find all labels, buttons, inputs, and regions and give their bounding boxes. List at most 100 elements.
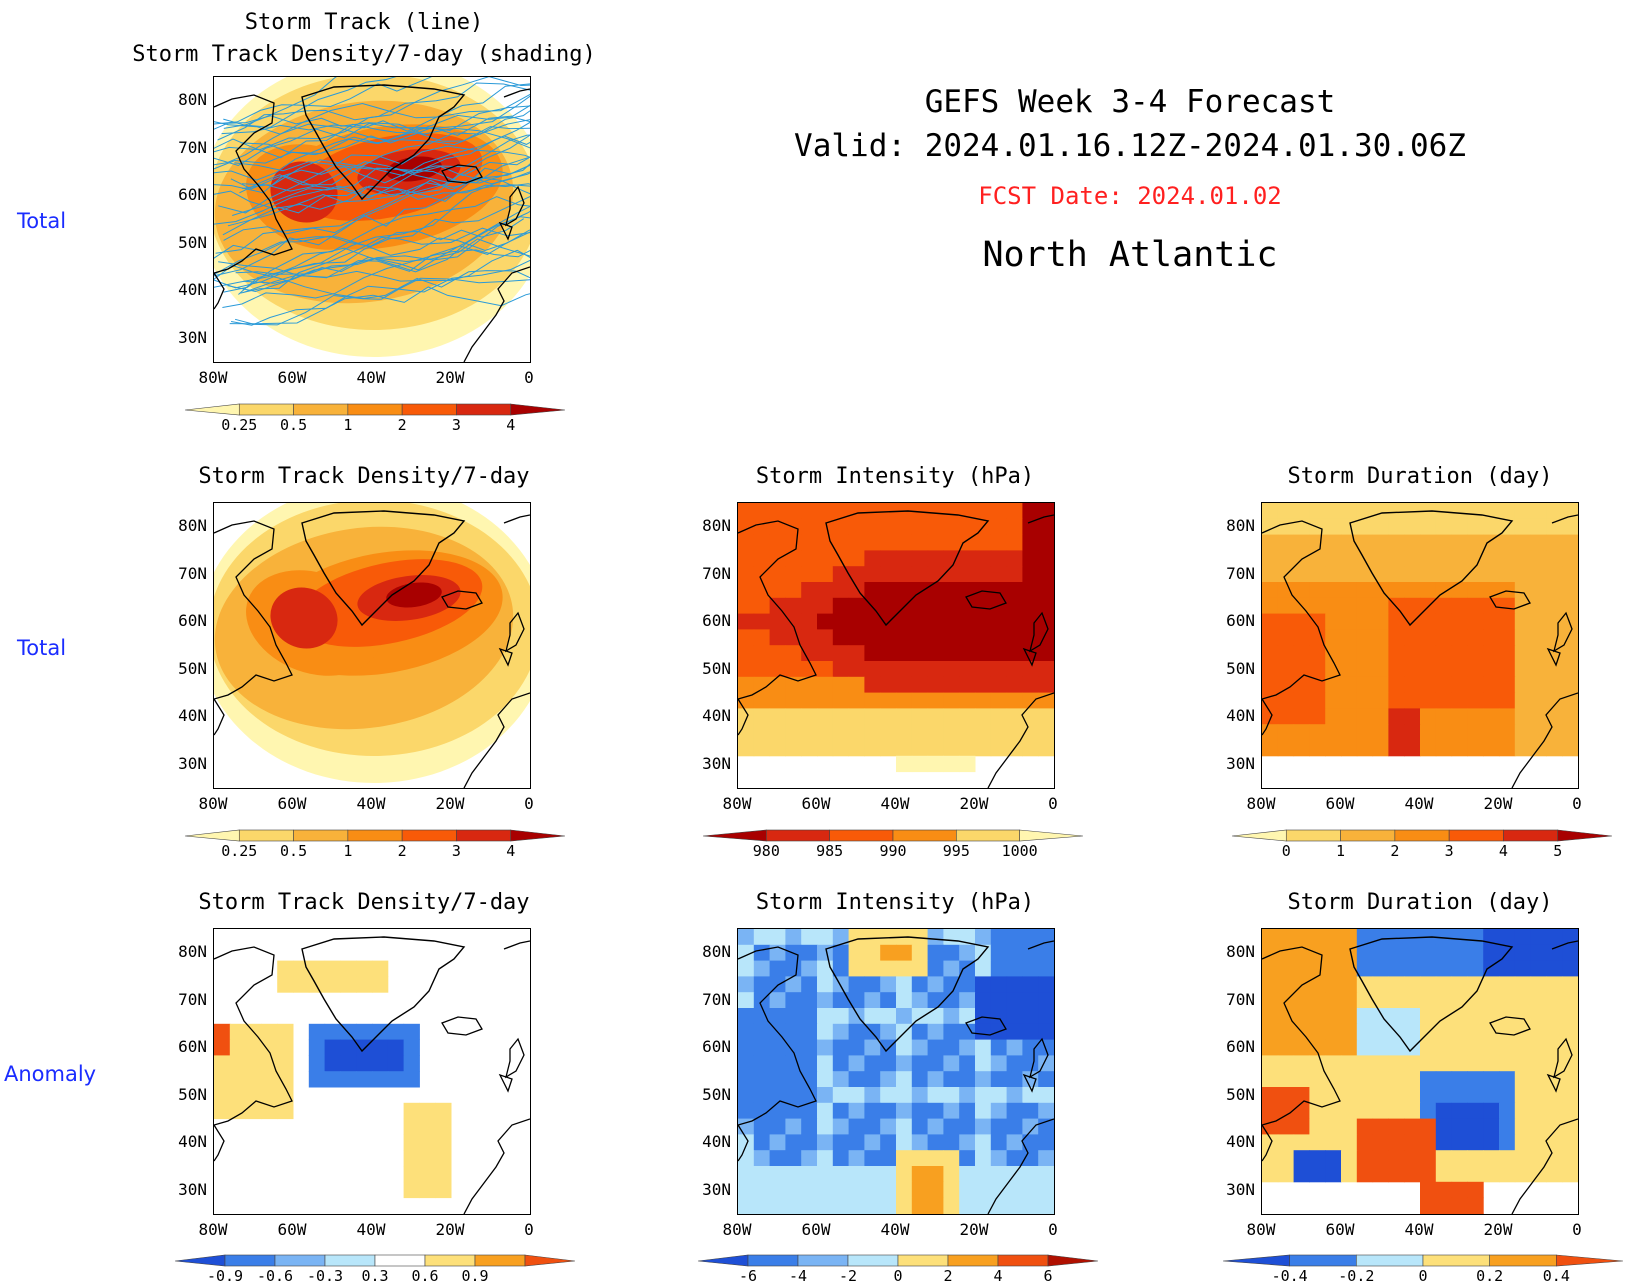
grid-cell	[1546, 676, 1563, 694]
grid-cell	[1467, 1055, 1484, 1072]
lon-tick-label: 0	[1572, 794, 1582, 813]
grid-cell	[832, 597, 850, 615]
storm-track-line	[218, 145, 530, 214]
grid-cell	[1404, 1166, 1421, 1183]
grid-cell	[1262, 550, 1279, 567]
grid-cell	[1420, 1181, 1437, 1199]
lon-tick-label: 80W	[198, 368, 228, 387]
grid-cell	[1309, 661, 1326, 678]
grid-cell	[927, 944, 944, 962]
grid-cell	[1356, 740, 1374, 757]
grid-cell	[943, 503, 960, 520]
grid-cell	[911, 1039, 929, 1056]
grid-cell	[864, 503, 881, 520]
grid-cell	[1546, 1055, 1563, 1072]
grid-cell	[1356, 566, 1374, 583]
grid-cell	[1038, 550, 1054, 567]
grid-cell	[1325, 740, 1342, 757]
grid-cell	[214, 1023, 231, 1041]
grid-cell	[817, 566, 834, 583]
storm-track-line	[215, 176, 530, 254]
grid-cell	[832, 534, 850, 551]
grid-cell	[1356, 676, 1374, 694]
grid-cell	[1388, 582, 1405, 599]
grid-cell	[1262, 676, 1279, 694]
us-coast	[738, 1124, 749, 1162]
grid-cell	[801, 645, 818, 662]
grid-cell	[1562, 661, 1578, 678]
storm-track-line	[238, 196, 530, 295]
grid-cell	[943, 944, 960, 962]
grid-cell	[959, 960, 976, 977]
colorbar-end-triangle	[1556, 1254, 1624, 1267]
colorbar-swatch	[424, 1254, 476, 1267]
grid-cell	[1038, 613, 1054, 630]
grid-cell	[1022, 629, 1039, 646]
grid-cell	[1562, 1071, 1578, 1088]
grid-cell	[1038, 1181, 1054, 1199]
grid-cell	[975, 1150, 992, 1167]
lat-tick-label: 70N	[178, 989, 207, 1009]
grid-cell	[1404, 960, 1421, 977]
colorbar-tick-label: 0.2	[1476, 1267, 1504, 1285]
grid-cell	[293, 976, 310, 993]
europe-coast	[1546, 514, 1578, 667]
grid-cell	[1372, 534, 1389, 551]
grid-cell	[1309, 1008, 1326, 1025]
grid-cell	[990, 992, 1008, 1009]
map-svg-1	[214, 77, 530, 362]
grid-cell	[1451, 676, 1468, 694]
grid-cell	[1341, 503, 1358, 520]
grid-cell	[832, 724, 850, 741]
grid-cell	[848, 992, 865, 1009]
grid-cell	[1341, 1071, 1358, 1088]
grid-cell	[990, 676, 1008, 694]
storm-track-line	[214, 119, 530, 181]
grid-cell	[261, 1087, 278, 1104]
grid-cell	[990, 929, 1008, 946]
grid-cell	[880, 597, 897, 615]
grid-cell	[864, 1166, 881, 1183]
us-coast	[1262, 698, 1273, 736]
grid-cell	[1451, 566, 1468, 583]
colorbar-tick-label: -0.2	[1338, 1267, 1375, 1285]
grid-cell	[1341, 976, 1358, 993]
grid-cell	[1451, 1134, 1468, 1151]
grid-cell	[1562, 740, 1578, 757]
grid-cell	[864, 1008, 881, 1025]
grid-cell	[403, 1102, 420, 1120]
grid-cell	[832, 661, 850, 678]
grid-cell	[801, 582, 818, 599]
grid-cell	[785, 1087, 802, 1104]
grid-cell	[975, 1071, 992, 1088]
grid-cell	[1341, 629, 1358, 646]
lon-tick-label: 60W	[277, 794, 307, 813]
colorbar-end-triangle	[1019, 829, 1084, 842]
grid-cell	[1451, 1166, 1468, 1183]
grid-cell	[1514, 1008, 1532, 1025]
grid-cell	[1420, 645, 1437, 662]
grid-cell	[990, 629, 1008, 646]
grid-cell	[753, 960, 771, 977]
grid-cell	[1420, 1102, 1437, 1120]
lat-tick-label: 30N	[178, 1179, 207, 1199]
grid-cell	[435, 1166, 452, 1183]
grid-cell	[1562, 1008, 1578, 1025]
africa-coast	[463, 266, 530, 362]
grid-cell	[738, 1023, 755, 1041]
grid-cell	[801, 724, 818, 741]
grid-cell	[1262, 1023, 1279, 1041]
grid-cell	[1420, 1055, 1437, 1072]
grid-cell	[245, 1055, 262, 1072]
colorbar-density-1	[184, 403, 566, 416]
grid-cell	[1341, 1134, 1358, 1151]
grid-cell	[975, 1055, 992, 1072]
grid-cell	[832, 503, 850, 520]
grid-cell	[308, 1039, 326, 1056]
colorbar-swatch	[1340, 829, 1396, 842]
grid-cell	[943, 645, 960, 662]
colorbar-tick-label: 1	[343, 416, 353, 434]
grid-cell	[817, 1023, 834, 1041]
grid-cell	[753, 645, 771, 662]
lon-tick-label: 60W	[1325, 1220, 1355, 1239]
